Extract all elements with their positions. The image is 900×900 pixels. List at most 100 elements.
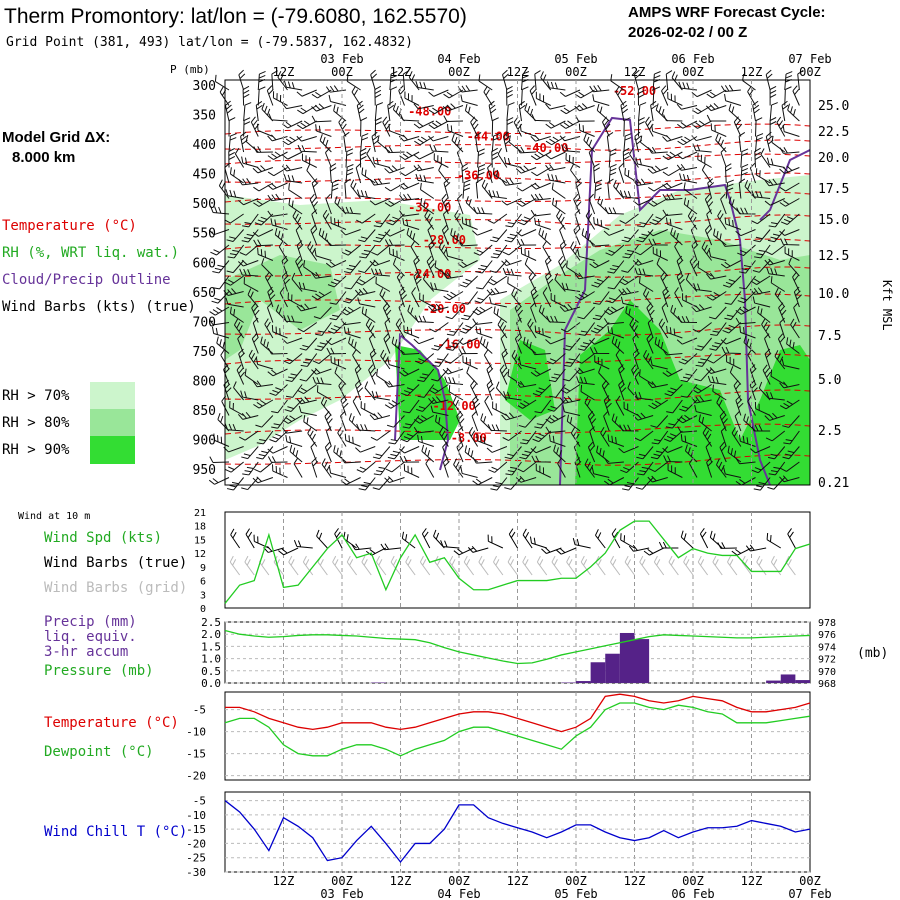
wind-barb bbox=[443, 89, 464, 99]
wind-barb bbox=[767, 229, 786, 243]
wind-barb bbox=[428, 120, 449, 129]
wind-barb bbox=[399, 368, 420, 377]
wind-barb bbox=[706, 291, 727, 301]
hour-tick-bottom: 12Z bbox=[390, 874, 412, 888]
wind-barb bbox=[352, 395, 362, 416]
wind-barb bbox=[224, 461, 244, 473]
wind-barb bbox=[755, 117, 763, 137]
wind-barb bbox=[274, 228, 288, 246]
wind-barb bbox=[425, 457, 435, 478]
wind-barb bbox=[211, 291, 230, 304]
wind-barb bbox=[399, 210, 420, 217]
wind-barb bbox=[403, 464, 420, 478]
date-tick-top: 05 Feb bbox=[554, 52, 597, 66]
wind-barb bbox=[784, 246, 800, 261]
wind-barb bbox=[751, 461, 771, 474]
wind-barb bbox=[574, 272, 595, 280]
wind-barb bbox=[329, 291, 347, 305]
wind-barb bbox=[624, 555, 635, 576]
wind-barb bbox=[779, 147, 800, 154]
wind-barb bbox=[333, 104, 347, 122]
wind-barb bbox=[296, 135, 317, 142]
wind-barb bbox=[566, 414, 581, 432]
wind-barb bbox=[325, 147, 332, 168]
wind-barb bbox=[478, 555, 489, 576]
wind-barb bbox=[282, 415, 303, 424]
wind-barb bbox=[371, 390, 390, 401]
wind-barb bbox=[662, 348, 683, 356]
wind-barb bbox=[563, 353, 581, 367]
label-wind-chill: Wind Chill T (°C) bbox=[44, 824, 187, 840]
wind-barb bbox=[299, 337, 318, 351]
wind-barb bbox=[472, 395, 481, 416]
wind-barb bbox=[620, 100, 629, 122]
wind-barb bbox=[374, 102, 384, 122]
wind-barb bbox=[428, 303, 449, 312]
rh90-swatch bbox=[90, 436, 135, 464]
wind-barb bbox=[546, 81, 566, 91]
wind-barb bbox=[706, 457, 713, 478]
wind-barb bbox=[632, 333, 639, 354]
wind-barb bbox=[506, 85, 513, 106]
wind-barb bbox=[442, 457, 450, 478]
wind-barb bbox=[682, 293, 698, 308]
wind-barb bbox=[330, 179, 339, 199]
wind-barb bbox=[462, 355, 478, 370]
wind-barb bbox=[589, 260, 610, 269]
wind-barb bbox=[689, 255, 699, 277]
wind-barb bbox=[619, 424, 639, 432]
wind-barb bbox=[208, 319, 230, 326]
wind-barb bbox=[541, 547, 562, 554]
wind-barb bbox=[738, 178, 746, 199]
wind-barb bbox=[618, 162, 625, 184]
wind-barb bbox=[545, 136, 566, 146]
wind-barb bbox=[764, 348, 772, 370]
wind-barb bbox=[594, 179, 603, 199]
wind-barb bbox=[487, 275, 508, 286]
wind-barb bbox=[722, 322, 742, 334]
wind-barb bbox=[264, 318, 274, 339]
wind-barb bbox=[627, 381, 639, 401]
wind-barb bbox=[428, 105, 449, 115]
wind-barb bbox=[585, 209, 596, 230]
wind-barb bbox=[652, 71, 661, 91]
wind-barb bbox=[358, 477, 376, 491]
wind-barb bbox=[735, 395, 744, 416]
wind-barb bbox=[516, 229, 537, 237]
wind-barb bbox=[677, 414, 698, 424]
wind-barb bbox=[443, 291, 464, 301]
wind-barb bbox=[697, 555, 709, 576]
wind-barb bbox=[723, 275, 742, 288]
wind-barb bbox=[754, 147, 762, 168]
wind-barb bbox=[774, 350, 786, 370]
wind-barb bbox=[542, 287, 552, 308]
label-barbs-grid: Wind Barbs (grid) bbox=[44, 580, 187, 596]
wind-barb bbox=[545, 426, 566, 434]
wind-barb bbox=[271, 415, 288, 429]
pressure-tick: 350 bbox=[193, 108, 216, 123]
wind-barb bbox=[354, 287, 376, 296]
wind-barb bbox=[607, 325, 625, 339]
wind-barb bbox=[251, 302, 260, 323]
wind-barb bbox=[779, 229, 800, 236]
wind-barb bbox=[524, 257, 537, 277]
wind-barb bbox=[388, 430, 405, 445]
wind-barb bbox=[559, 240, 567, 261]
hour-tick-bottom: 12Z bbox=[507, 874, 529, 888]
wind-barb bbox=[780, 461, 800, 472]
height-tick: 0.21 bbox=[818, 476, 849, 491]
pressure-tick: 800 bbox=[193, 375, 216, 390]
wind-barb bbox=[560, 105, 581, 115]
wind-barb bbox=[615, 395, 625, 416]
wind-barb bbox=[621, 260, 639, 273]
wind-barb bbox=[662, 446, 683, 453]
rh80-label: RH > 80% bbox=[2, 415, 70, 431]
wind-barb bbox=[735, 317, 756, 325]
wind-barb bbox=[257, 123, 274, 137]
wind-barb bbox=[413, 415, 434, 424]
rh70-swatch bbox=[90, 382, 135, 409]
wind-barb bbox=[266, 302, 274, 323]
wind-barb bbox=[555, 547, 577, 555]
wind-barb bbox=[475, 178, 483, 199]
wind-barb bbox=[780, 213, 800, 225]
